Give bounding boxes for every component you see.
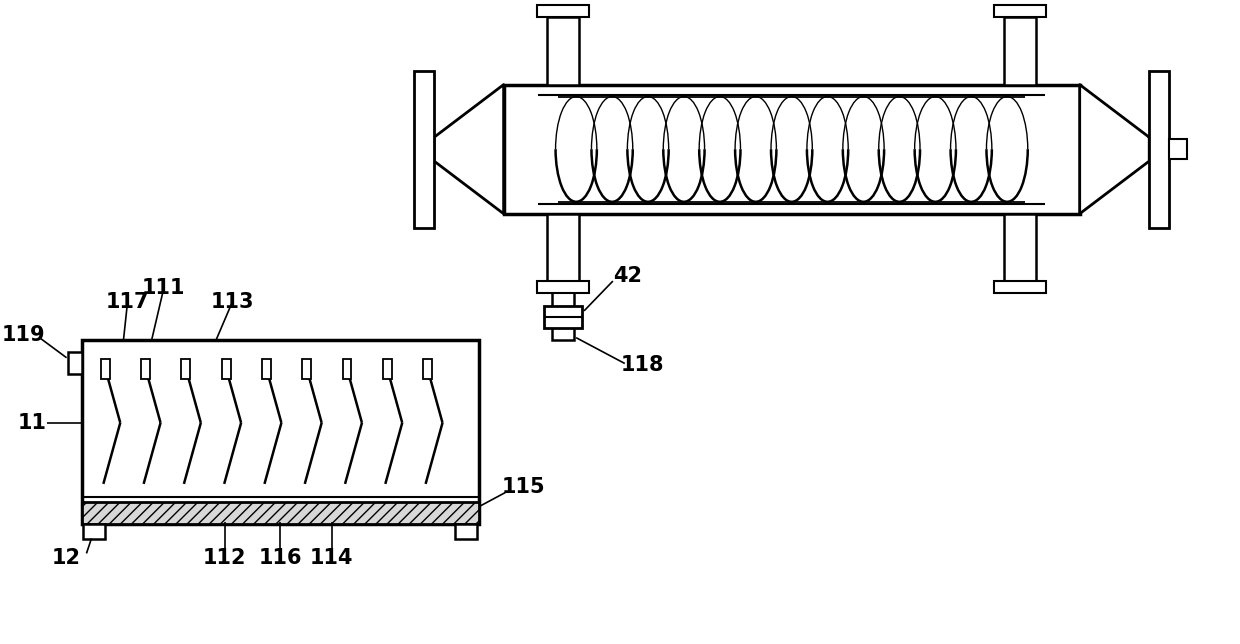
Bar: [262, 359, 270, 379]
Text: 119: 119: [2, 325, 46, 345]
Bar: [303, 359, 311, 379]
Text: 114: 114: [310, 549, 353, 569]
Bar: [68, 352, 82, 374]
Bar: [455, 524, 477, 538]
Bar: [1169, 139, 1187, 159]
Bar: [141, 359, 150, 379]
Bar: [414, 71, 434, 227]
Text: 11: 11: [17, 413, 46, 433]
Bar: [552, 281, 574, 340]
Bar: [82, 340, 479, 524]
Bar: [181, 359, 191, 379]
Bar: [547, 17, 579, 84]
Bar: [383, 359, 392, 379]
Bar: [342, 359, 351, 379]
Text: 112: 112: [203, 549, 247, 569]
Text: 111: 111: [143, 278, 186, 298]
Bar: [503, 84, 1080, 214]
Text: 12: 12: [52, 549, 81, 569]
Bar: [994, 5, 1045, 17]
Polygon shape: [434, 84, 503, 214]
Text: 118: 118: [621, 355, 665, 375]
Bar: [994, 281, 1045, 293]
Polygon shape: [1080, 84, 1149, 214]
Bar: [547, 214, 579, 281]
Bar: [1149, 71, 1169, 227]
Bar: [83, 524, 105, 538]
Text: 42: 42: [614, 266, 642, 286]
Bar: [222, 359, 231, 379]
Bar: [537, 5, 589, 17]
Bar: [82, 502, 479, 524]
Text: 117: 117: [105, 292, 149, 312]
Bar: [1004, 214, 1035, 281]
Bar: [423, 359, 432, 379]
Bar: [1004, 17, 1035, 84]
Text: 115: 115: [502, 477, 546, 497]
Bar: [544, 306, 582, 328]
Text: 113: 113: [211, 292, 254, 312]
Bar: [100, 359, 110, 379]
Text: 116: 116: [258, 549, 301, 569]
Bar: [537, 281, 589, 293]
